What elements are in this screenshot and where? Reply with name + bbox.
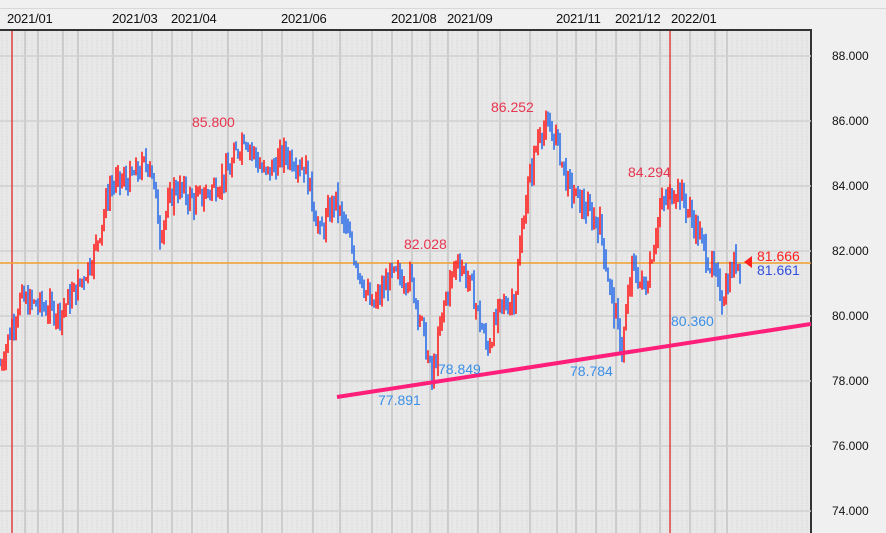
y-tick-74: 74.000 — [832, 504, 869, 518]
date-axis — [0, 9, 886, 29]
y-tick-78: 78.000 — [832, 374, 869, 388]
y-tick-80: 80.000 — [832, 309, 869, 323]
plot-right-border — [810, 29, 812, 533]
chart-plot-area[interactable] — [0, 29, 811, 533]
bid-price-label: 81.661 — [757, 262, 800, 278]
date-label: 2021/11 — [556, 11, 601, 26]
date-label: 2021/12 — [615, 11, 661, 26]
high-label-4: 84.294 — [628, 164, 671, 180]
y-tick-86: 86.000 — [832, 114, 869, 128]
y-tick-88: 88.000 — [832, 49, 869, 63]
date-label: 2021/06 — [281, 11, 327, 26]
current-price-marker-icon — [744, 256, 752, 268]
date-label: 2021/04 — [171, 11, 217, 26]
high-label-1: 85.800 — [192, 114, 235, 130]
y-tick-76: 76.000 — [832, 439, 869, 453]
support-trendline — [336, 322, 811, 399]
vertical-gridlines — [1, 31, 808, 533]
month-marker-lines — [11, 31, 671, 533]
horizontal-gridlines — [0, 55, 811, 512]
low-label-3: 78.784 — [570, 363, 613, 379]
window-top-strip — [0, 0, 886, 9]
price-axis[interactable]: 88.000 86.000 84.000 82.000 80.000 78.00… — [812, 29, 886, 533]
date-label: 2021/09 — [447, 11, 493, 26]
high-label-2: 82.028 — [404, 236, 447, 252]
date-label: 2021/01 — [7, 11, 53, 26]
low-label-2: 78.849 — [438, 361, 481, 377]
y-tick-84: 84.000 — [832, 179, 869, 193]
y-tick-82: 82.000 — [832, 244, 869, 258]
date-label: 2022/01 — [671, 11, 717, 26]
candles — [0, 110, 741, 390]
low-label-1: 77.891 — [378, 392, 421, 408]
high-label-3: 86.252 — [491, 99, 534, 115]
candlestick-chart — [0, 31, 811, 533]
ask-price-label: 81.666 — [757, 248, 800, 264]
low-label-4: 80.360 — [671, 313, 714, 329]
date-label: 2021/08 — [391, 11, 437, 26]
date-label: 2021/03 — [112, 11, 158, 26]
